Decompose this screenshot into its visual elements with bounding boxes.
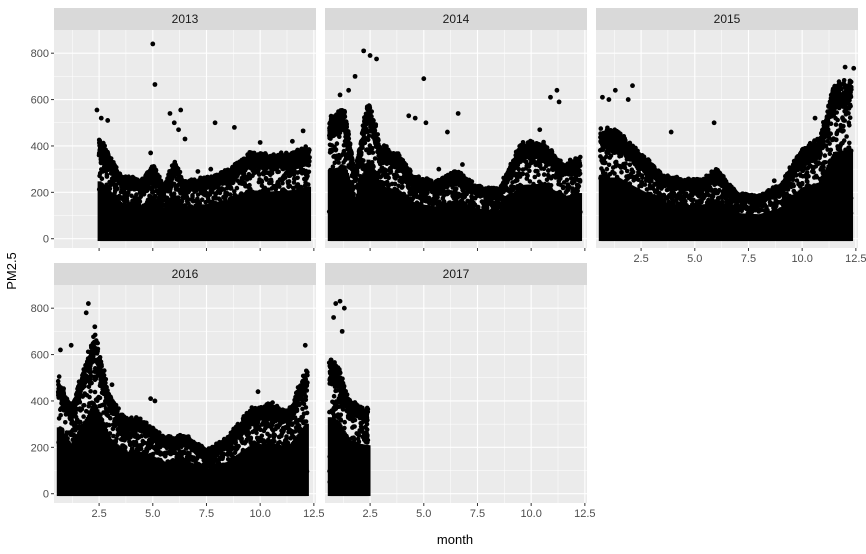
outlier-point (150, 41, 156, 47)
data-point (286, 179, 292, 184)
outlier-point (171, 120, 177, 126)
data-point (333, 147, 339, 152)
data-point (453, 186, 459, 192)
outlier-point (152, 82, 158, 87)
data-point (276, 169, 282, 175)
facet-panel-2014: 2014 (325, 8, 587, 248)
data-points (96, 137, 312, 242)
data-point (126, 190, 131, 196)
data-point (469, 179, 475, 184)
data-point (375, 132, 381, 137)
data-point (307, 155, 312, 160)
data-point (520, 171, 526, 177)
data-point (342, 108, 347, 114)
data-point (347, 141, 353, 146)
data-point (157, 174, 162, 180)
data-point (516, 166, 522, 172)
outlier-point (257, 140, 263, 145)
facet-strip-label: 2014 (443, 12, 470, 26)
outlier-point (178, 107, 184, 113)
data-point (515, 178, 520, 183)
outlier-point (231, 125, 237, 130)
outlier-point (148, 150, 154, 156)
data-point (277, 184, 282, 189)
data-point (135, 177, 140, 182)
data-point (342, 114, 348, 119)
data-point (137, 199, 143, 204)
outlier-point (219, 178, 224, 184)
data-point (134, 192, 139, 197)
outlier-point (212, 120, 218, 126)
outlier-point (167, 111, 173, 116)
data-point (259, 179, 265, 185)
facet-strip (54, 8, 316, 30)
data-point (307, 147, 312, 153)
dense-point-block (306, 186, 312, 242)
data-point (108, 156, 114, 161)
data-point (346, 136, 352, 141)
data-point (177, 169, 183, 175)
data-point (306, 182, 311, 187)
data-point (171, 191, 177, 196)
data-point (295, 175, 300, 181)
data-point (373, 122, 379, 127)
data-point (104, 172, 110, 178)
facet-strip-label: 2013 (172, 12, 199, 26)
data-point (370, 150, 376, 155)
data-point (337, 134, 342, 139)
data-point (99, 176, 105, 181)
data-point (371, 118, 376, 123)
outlier-point (300, 128, 306, 134)
outlier-point (176, 127, 181, 133)
outlier-point (289, 138, 295, 144)
data-point (346, 131, 352, 137)
data-point (150, 190, 156, 195)
data-point (125, 199, 130, 204)
data-point (359, 150, 364, 155)
facet-panel-2013: 2013 (54, 8, 316, 248)
data-point (153, 167, 159, 173)
data-point (234, 185, 240, 191)
data-point (280, 180, 285, 186)
outlier-point (182, 136, 188, 142)
data-point (369, 109, 375, 114)
outlier-point (94, 107, 100, 113)
data-point (102, 143, 107, 149)
data-point (361, 158, 366, 163)
data-point (141, 192, 147, 197)
data-point (400, 184, 405, 189)
data-point (408, 168, 413, 174)
data-point (334, 141, 340, 146)
data-point (129, 193, 134, 199)
data-point (386, 175, 392, 181)
data-point (336, 160, 341, 165)
data-point (305, 173, 310, 179)
data-point (344, 124, 349, 130)
outlier-point (208, 166, 214, 172)
outlier-point (195, 169, 201, 174)
data-point (306, 169, 312, 175)
outlier-point (105, 118, 111, 123)
data-point (114, 165, 119, 170)
data-point (269, 179, 274, 184)
data-point (115, 186, 120, 191)
data-point (247, 182, 252, 188)
outlier-point (98, 115, 104, 121)
data-point (365, 137, 371, 143)
